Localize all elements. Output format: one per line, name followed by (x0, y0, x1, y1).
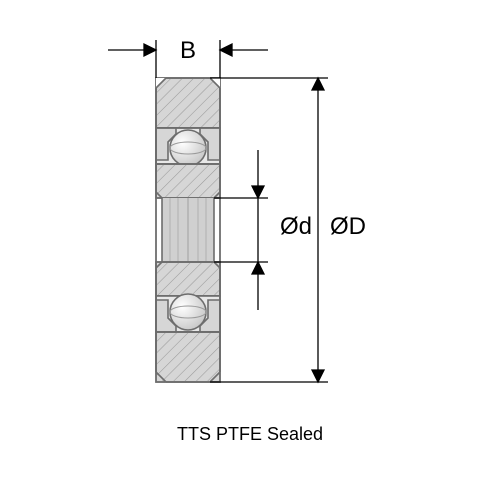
label-d-outer: ØD (330, 213, 366, 240)
dimension-b: B (108, 37, 268, 78)
outer-race-bottom (156, 332, 220, 382)
bearing-body (156, 78, 220, 382)
label-d-inner: Ød (280, 213, 312, 240)
diagram-caption: TTS PTFE Sealed (0, 424, 500, 445)
ball-bottom (170, 294, 206, 330)
bore (162, 198, 214, 262)
dimension-d: Ød (214, 150, 312, 310)
inner-race-top (156, 164, 220, 198)
inner-race-bottom (156, 262, 220, 296)
label-b: B (180, 37, 196, 64)
outer-race-top (156, 78, 220, 128)
